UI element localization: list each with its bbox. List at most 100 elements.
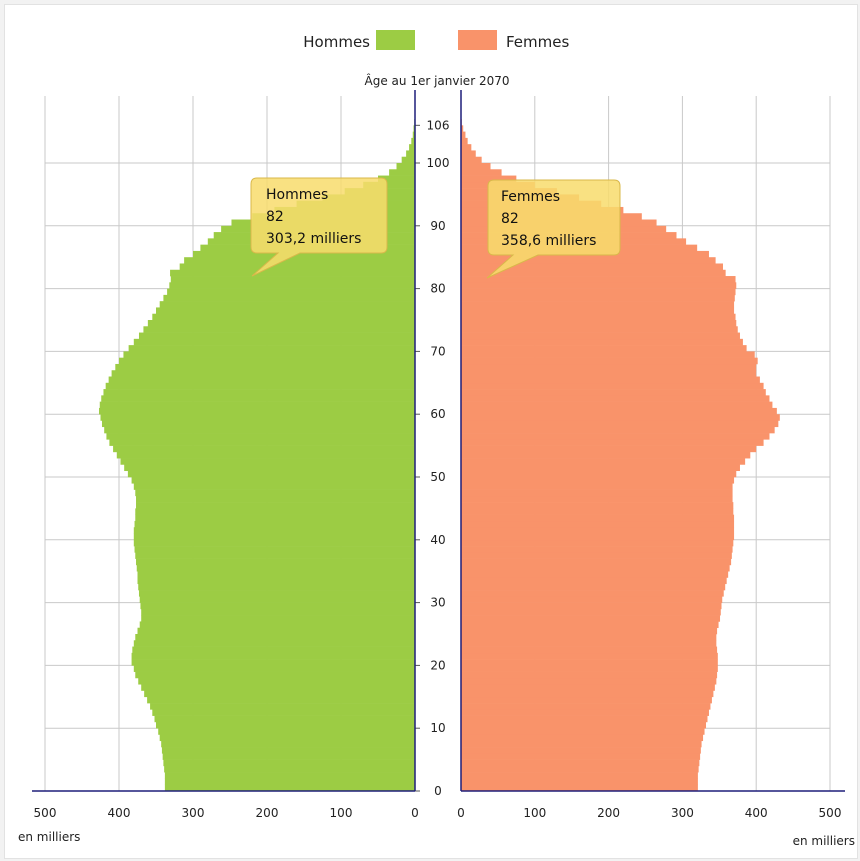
bar-hommes[interactable] <box>108 376 415 384</box>
bar-hommes[interactable] <box>170 269 415 277</box>
bar-femmes[interactable] <box>461 677 717 685</box>
bar-hommes[interactable] <box>164 778 415 786</box>
bar-femmes[interactable] <box>461 357 758 365</box>
bar-hommes[interactable] <box>119 357 415 365</box>
bar-femmes[interactable] <box>461 571 729 578</box>
bar-femmes[interactable] <box>461 257 716 264</box>
bar-hommes[interactable] <box>154 715 415 723</box>
bar-hommes[interactable] <box>135 671 415 679</box>
bar-hommes[interactable] <box>137 571 416 578</box>
bar-femmes[interactable] <box>461 696 712 704</box>
bar-hommes[interactable] <box>116 451 415 459</box>
bar-hommes[interactable] <box>133 533 416 541</box>
bar-femmes[interactable] <box>461 778 698 786</box>
bar-femmes[interactable] <box>461 709 709 716</box>
bar-hommes[interactable] <box>135 552 415 559</box>
bar-femmes[interactable] <box>461 608 721 616</box>
bar-hommes[interactable] <box>156 721 415 729</box>
bar-femmes[interactable] <box>461 502 734 509</box>
bar-hommes[interactable] <box>133 640 416 647</box>
bar-hommes[interactable] <box>140 602 415 610</box>
bar-femmes[interactable] <box>461 546 733 553</box>
bar-femmes[interactable] <box>461 464 740 472</box>
legend-swatch-hommes[interactable] <box>376 30 415 50</box>
bar-femmes[interactable] <box>461 684 715 691</box>
bar-hommes[interactable] <box>131 652 415 660</box>
bar-femmes[interactable] <box>461 338 743 346</box>
bar-hommes[interactable] <box>156 307 415 315</box>
bar-femmes[interactable] <box>461 690 714 698</box>
bar-femmes[interactable] <box>461 288 736 296</box>
bar-femmes[interactable] <box>461 156 482 164</box>
bar-hommes[interactable] <box>135 634 415 641</box>
bar-hommes[interactable] <box>389 169 415 176</box>
bar-hommes[interactable] <box>136 502 415 509</box>
bar-femmes[interactable] <box>461 577 727 585</box>
legend-swatch-femmes[interactable] <box>458 30 497 50</box>
bar-femmes[interactable] <box>461 558 732 566</box>
bar-hommes[interactable] <box>124 464 416 472</box>
bar-hommes[interactable] <box>152 709 416 716</box>
bar-femmes[interactable] <box>461 439 764 446</box>
bar-hommes[interactable] <box>193 250 415 258</box>
bar-femmes[interactable] <box>461 759 700 767</box>
legend-label-femmes[interactable]: Femmes <box>506 33 569 51</box>
bar-femmes[interactable] <box>461 671 718 679</box>
bar-hommes[interactable] <box>99 401 415 409</box>
bar-femmes[interactable] <box>461 395 770 402</box>
bar-hommes[interactable] <box>170 276 415 283</box>
bar-hommes[interactable] <box>133 483 416 490</box>
bar-femmes[interactable] <box>461 508 734 515</box>
bar-hommes[interactable] <box>135 514 415 522</box>
bar-femmes[interactable] <box>461 470 737 478</box>
bar-femmes[interactable] <box>461 539 734 547</box>
bar-hommes[interactable] <box>141 608 415 616</box>
bar-femmes[interactable] <box>461 345 747 352</box>
bar-femmes[interactable] <box>461 602 722 610</box>
bar-femmes[interactable] <box>461 382 764 390</box>
bar-hommes[interactable] <box>136 564 415 572</box>
bar-femmes[interactable] <box>461 363 757 371</box>
bar-femmes[interactable] <box>461 703 711 710</box>
bar-femmes[interactable] <box>461 426 775 434</box>
bar-hommes[interactable] <box>104 426 415 434</box>
bar-hommes[interactable] <box>109 439 415 446</box>
bar-hommes[interactable] <box>144 690 415 698</box>
bar-hommes[interactable] <box>120 458 415 465</box>
bar-femmes[interactable] <box>461 150 476 158</box>
bar-hommes[interactable] <box>159 301 415 308</box>
bar-hommes[interactable] <box>111 370 415 377</box>
bar-femmes[interactable] <box>461 590 724 597</box>
bar-hommes[interactable] <box>378 175 415 183</box>
bar-hommes[interactable] <box>411 137 415 145</box>
bar-femmes[interactable] <box>461 734 704 742</box>
bar-hommes[interactable] <box>163 294 415 302</box>
bar-femmes[interactable] <box>461 640 717 647</box>
bar-femmes[interactable] <box>461 175 517 183</box>
bar-femmes[interactable] <box>461 326 738 333</box>
bar-femmes[interactable] <box>461 137 468 145</box>
bar-femmes[interactable] <box>461 144 472 151</box>
bar-femmes[interactable] <box>461 131 466 139</box>
bar-femmes[interactable] <box>461 483 733 490</box>
bar-hommes[interactable] <box>164 772 415 779</box>
bar-femmes[interactable] <box>461 420 779 428</box>
bar-hommes[interactable] <box>147 696 415 704</box>
bar-hommes[interactable] <box>409 144 415 151</box>
bar-femmes[interactable] <box>461 477 735 484</box>
bar-hommes[interactable] <box>179 263 415 271</box>
bar-femmes[interactable] <box>461 414 780 421</box>
bar-hommes[interactable] <box>138 590 416 597</box>
bar-hommes[interactable] <box>131 659 415 666</box>
bar-hommes[interactable] <box>113 445 415 453</box>
bar-hommes[interactable] <box>131 477 415 484</box>
bar-hommes[interactable] <box>133 665 416 672</box>
bar-hommes[interactable] <box>167 288 415 296</box>
bar-femmes[interactable] <box>461 652 718 660</box>
bar-hommes[interactable] <box>101 395 416 402</box>
bar-femmes[interactable] <box>461 621 719 629</box>
bar-hommes[interactable] <box>115 363 416 371</box>
bar-femmes[interactable] <box>461 313 736 321</box>
bar-femmes[interactable] <box>461 583 726 591</box>
bar-femmes[interactable] <box>461 489 733 497</box>
